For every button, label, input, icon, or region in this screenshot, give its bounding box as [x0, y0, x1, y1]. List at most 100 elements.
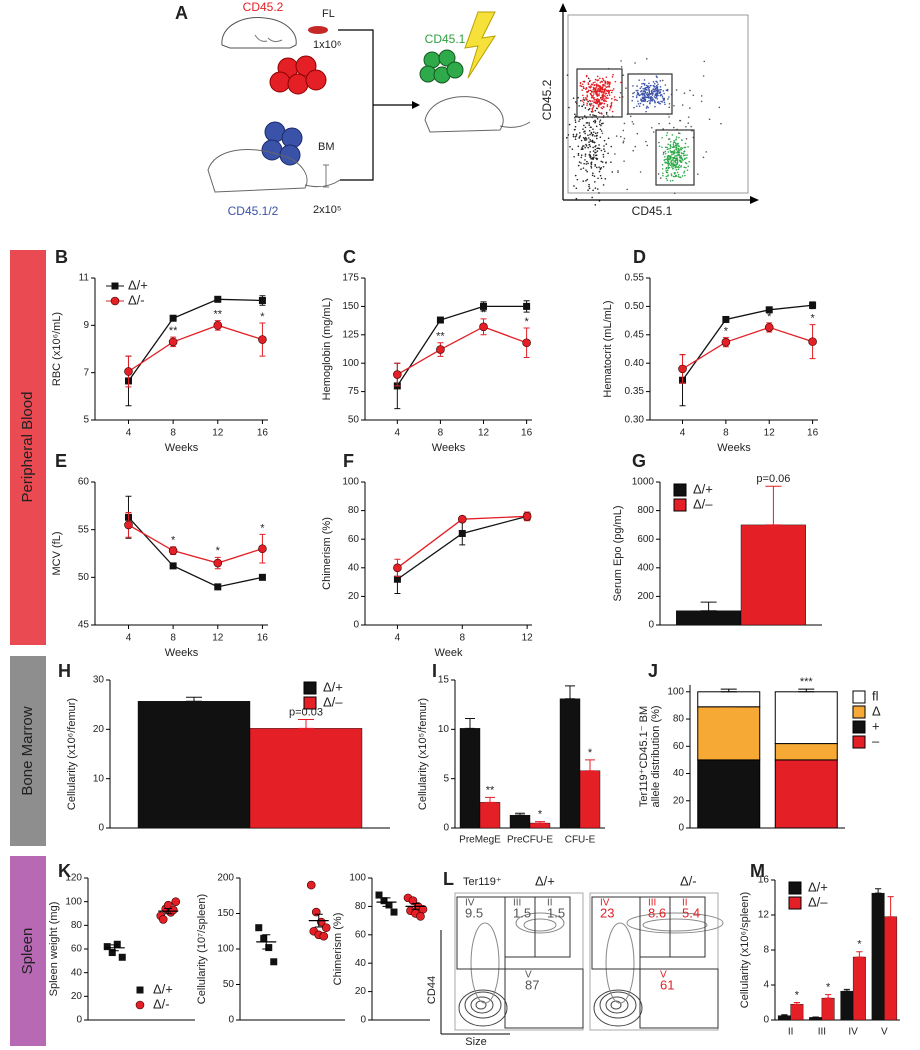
- significance: *: [810, 312, 815, 324]
- flow-dot: [581, 89, 583, 91]
- error-bar: [262, 934, 271, 950]
- marker: [385, 901, 393, 909]
- flow-dot: [684, 146, 687, 149]
- flow-dot: [665, 166, 668, 169]
- flow-dot: [642, 93, 645, 95]
- flow-dot: [590, 85, 592, 87]
- gate: [504, 968, 584, 1029]
- flow-dot: [635, 89, 638, 92]
- bar: [559, 698, 581, 829]
- panel-letter: I: [432, 661, 437, 681]
- y-tick-label: 0: [76, 1015, 82, 1026]
- flow-dot: [656, 92, 659, 94]
- marker: [110, 296, 120, 306]
- flow-dot: [581, 100, 584, 102]
- bar: [777, 1015, 791, 1021]
- flow-dot: [679, 119, 681, 122]
- flow-dot: [579, 81, 582, 84]
- flow-dot: [676, 158, 679, 161]
- flow-dot: [669, 155, 672, 157]
- flow-dot: [661, 79, 664, 82]
- gate-name: IV: [600, 898, 610, 909]
- flow-dot: [577, 96, 579, 99]
- section-label: Peripheral Blood: [19, 392, 36, 503]
- contour-plots: Δ/+IV9.5III1.5II1.5V87Δ/-IV23III8.6II5.4…: [454, 873, 724, 1031]
- flow-dot: [671, 134, 674, 136]
- flow-dot: [632, 123, 635, 125]
- flow-dot: [593, 93, 595, 95]
- marker: [390, 908, 398, 916]
- y-axis-label: Cellularity (x10⁶/spleen): [739, 892, 751, 1008]
- flow-dot: [603, 98, 606, 100]
- flow-dot: [606, 104, 609, 106]
- flow-dot: [604, 82, 606, 85]
- flow-dot: [589, 89, 592, 92]
- flow-dot: [605, 86, 608, 89]
- flow-dot: [569, 145, 571, 148]
- flow-dot: [600, 149, 603, 152]
- flow-dot: [604, 150, 606, 153]
- marker: [306, 880, 316, 890]
- flow-dot: [684, 154, 686, 156]
- marker: [319, 931, 329, 941]
- flow-dot: [598, 93, 600, 95]
- flow-dot: [620, 135, 622, 138]
- y-axis-label: MCV (fL): [51, 532, 63, 576]
- flow-dot: [582, 103, 585, 106]
- y-tick-label: 100: [65, 896, 82, 907]
- flow-dot: [655, 88, 657, 90]
- flow-dot: [579, 85, 582, 87]
- bar: [774, 691, 838, 745]
- marker: [436, 316, 444, 324]
- x-axis-label: Week: [435, 647, 463, 659]
- flow-dot: [575, 187, 578, 190]
- flow-dot: [595, 115, 597, 117]
- flow-dot: [600, 124, 602, 127]
- flow-dot: [681, 104, 684, 106]
- flow-dot: [636, 85, 638, 87]
- bar: [840, 990, 854, 1021]
- x-tick-label: III: [818, 1027, 826, 1038]
- flow-dot: [589, 145, 592, 148]
- flow-dot: [674, 166, 677, 169]
- embryo-detail: [254, 34, 283, 43]
- significance: **: [486, 784, 495, 796]
- flow-dot: [683, 172, 685, 174]
- y-axis-label: Cellularity (10⁷/spleen): [196, 894, 208, 1004]
- gate-name: V: [660, 970, 667, 981]
- flow-dot: [596, 102, 599, 105]
- flow-dot: [586, 99, 588, 101]
- marker: [260, 934, 268, 942]
- flow-dot: [594, 181, 596, 183]
- flow-dot: [593, 175, 596, 177]
- error-bar: [515, 812, 525, 816]
- flow-dot: [589, 151, 592, 153]
- flow-dot: [596, 101, 599, 104]
- flow-dot: [665, 169, 667, 172]
- cell: [423, 51, 441, 69]
- flow-dot: [579, 118, 581, 121]
- y-tick-label: 80: [71, 920, 83, 931]
- flow-dot: [683, 170, 686, 173]
- flow-dot: [585, 143, 587, 146]
- section-bar: [10, 656, 46, 846]
- flow-dot: [581, 83, 584, 86]
- flow-dot: [609, 81, 611, 84]
- flow-dot: [680, 139, 683, 141]
- y-tick-label: 10: [93, 773, 105, 784]
- flow-dot: [689, 107, 691, 109]
- significance: *: [216, 545, 221, 557]
- flow-dot: [640, 89, 643, 92]
- x-tick-label: 16: [257, 428, 269, 439]
- flow-dot: [579, 135, 582, 137]
- panel-letter: D: [633, 247, 646, 267]
- significance: **: [436, 331, 445, 343]
- flow-dot: [593, 101, 595, 104]
- y-tick-label: 800: [637, 505, 654, 516]
- flow-dot: [599, 88, 601, 90]
- flow-dot: [656, 101, 659, 103]
- flow-dot: [687, 116, 690, 118]
- flow-dot: [582, 98, 585, 101]
- flow-dot: [604, 178, 607, 180]
- flow-dot: [658, 141, 660, 144]
